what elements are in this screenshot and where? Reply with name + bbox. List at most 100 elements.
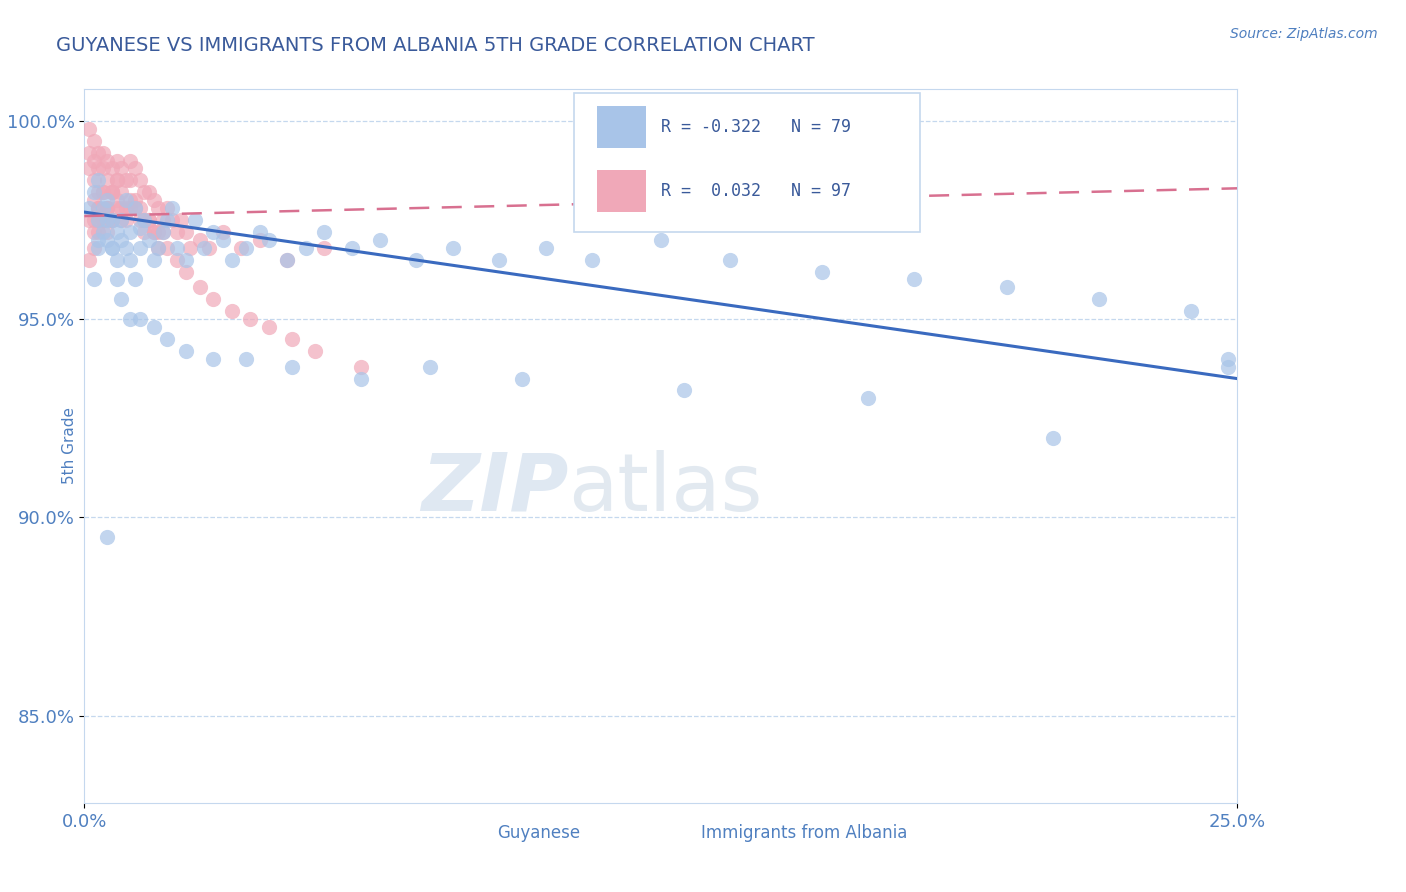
Point <box>1216 359 1239 374</box>
Point <box>235 351 257 366</box>
Point <box>179 241 201 255</box>
Point <box>138 213 160 227</box>
Point <box>115 213 138 227</box>
Point <box>134 213 156 227</box>
Text: Source: ZipAtlas.com: Source: ZipAtlas.com <box>1230 27 1378 41</box>
Point <box>368 233 391 247</box>
Point <box>276 252 298 267</box>
Point <box>128 173 150 187</box>
Point <box>995 280 1018 294</box>
Point <box>174 252 197 267</box>
Point <box>650 233 672 247</box>
Point <box>304 343 326 358</box>
Point <box>77 161 100 176</box>
Point <box>146 225 169 239</box>
Point <box>281 332 304 346</box>
Point <box>124 201 146 215</box>
Point <box>235 241 257 255</box>
Point <box>156 241 179 255</box>
Point <box>146 241 169 255</box>
Point <box>96 173 118 187</box>
Point <box>166 252 188 267</box>
Point <box>96 233 118 247</box>
Point <box>83 193 105 207</box>
Point <box>110 293 132 307</box>
Point <box>105 252 128 267</box>
Point <box>105 153 128 168</box>
Point <box>858 392 880 406</box>
Point <box>281 359 304 374</box>
Point <box>156 201 179 215</box>
Point <box>110 201 132 215</box>
Point <box>138 233 160 247</box>
Point <box>110 233 132 247</box>
Point <box>257 233 280 247</box>
Text: atlas: atlas <box>568 450 763 528</box>
Point <box>115 173 138 187</box>
Text: R =  0.032   N = 97: R = 0.032 N = 97 <box>661 182 851 200</box>
Text: GUYANESE VS IMMIGRANTS FROM ALBANIA 5TH GRADE CORRELATION CHART: GUYANESE VS IMMIGRANTS FROM ALBANIA 5TH … <box>56 36 815 54</box>
Point <box>128 213 150 227</box>
Point <box>441 241 464 255</box>
Point <box>87 241 110 255</box>
Point <box>193 241 215 255</box>
Point <box>87 213 110 227</box>
Point <box>91 225 114 239</box>
Point <box>83 134 105 148</box>
FancyBboxPatch shape <box>598 169 645 212</box>
Point <box>249 225 271 239</box>
Point <box>96 201 118 215</box>
Point <box>83 186 105 200</box>
Point <box>128 312 150 326</box>
Point <box>166 225 188 239</box>
Point <box>91 186 114 200</box>
Point <box>91 213 114 227</box>
Point <box>101 213 124 227</box>
Point <box>211 233 233 247</box>
Point <box>120 201 142 215</box>
Point <box>124 272 146 286</box>
Point <box>142 225 165 239</box>
Point <box>152 225 174 239</box>
Point <box>91 161 114 176</box>
Point <box>202 351 225 366</box>
Point <box>160 201 183 215</box>
Point <box>350 359 373 374</box>
Point <box>91 213 114 227</box>
Point <box>96 530 118 544</box>
Point <box>718 252 741 267</box>
Point <box>101 161 124 176</box>
Point <box>211 225 233 239</box>
Point <box>142 320 165 334</box>
Point <box>83 153 105 168</box>
FancyBboxPatch shape <box>657 822 696 846</box>
Point <box>184 213 207 227</box>
Point <box>91 186 114 200</box>
Point <box>110 161 132 176</box>
Point <box>156 213 179 227</box>
Point <box>128 241 150 255</box>
Point <box>534 241 557 255</box>
Point <box>77 201 100 215</box>
Point <box>124 161 146 176</box>
Point <box>87 233 110 247</box>
Point <box>110 213 132 227</box>
Point <box>87 186 110 200</box>
Point <box>120 173 142 187</box>
Point <box>134 213 156 227</box>
Point <box>105 173 128 187</box>
Point <box>146 241 169 255</box>
Point <box>350 371 373 385</box>
Point <box>124 201 146 215</box>
Point <box>152 225 174 239</box>
Point <box>120 193 142 207</box>
Point <box>152 213 174 227</box>
Point <box>96 201 118 215</box>
Point <box>166 241 188 255</box>
Point <box>188 280 211 294</box>
Point <box>110 186 132 200</box>
Point <box>314 225 336 239</box>
Point <box>405 252 427 267</box>
Point <box>120 153 142 168</box>
Point <box>87 173 110 187</box>
